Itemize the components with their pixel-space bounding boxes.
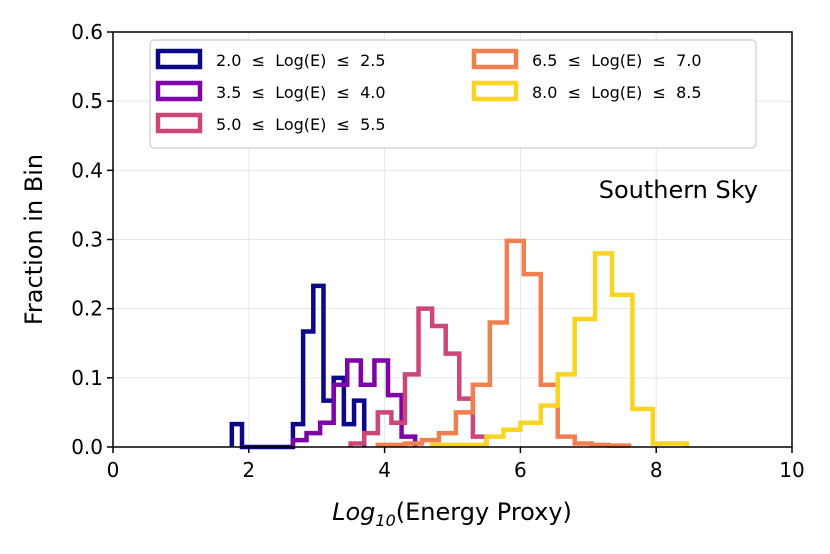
series-group (229, 238, 690, 450)
y-tick-label: 0.5 (71, 89, 103, 113)
legend-label-3: 5.0 ≤ Log(E) ≤ 5.5 (216, 115, 386, 134)
legend-swatch-4 (471, 48, 519, 70)
legend-label-5: 8.0 ≤ Log(E) ≤ 8.5 (532, 83, 702, 102)
x-tick-label: 2 (242, 458, 255, 482)
x-axis-label-rest: (Energy Proxy) (396, 498, 572, 526)
legend: 2.0 ≤ Log(E) ≤ 2.5 3.5 ≤ Log(E) ≤ 4.0 5.0 … (149, 39, 757, 149)
legend-label-4: 6.5 ≤ Log(E) ≤ 7.0 (532, 51, 702, 70)
tick-marks (107, 31, 793, 453)
y-axis-label: Fraction in Bin (20, 154, 48, 325)
x-axis-label-log: Log (332, 498, 375, 526)
series-4-step-line (375, 238, 632, 448)
x-axis-label-subscript: 10 (375, 511, 395, 530)
legend-label-1: 2.0 ≤ Log(E) ≤ 2.5 (216, 51, 386, 70)
x-tick-label: 8 (650, 458, 663, 482)
x-tick-label: 4 (378, 458, 391, 482)
legend-swatch-5 (471, 80, 519, 102)
x-tick-label: 6 (514, 458, 527, 482)
y-tick-label: 0.3 (71, 228, 103, 252)
x-tick-labels: 0 2 4 6 8 10 (107, 458, 805, 482)
y-tick-label: 0.6 (71, 20, 103, 44)
y-tick-labels: 0.0 0.1 0.2 0.3 0.4 0.5 0.6 (71, 20, 103, 459)
series-1-step-line (229, 283, 367, 450)
y-tick-label: 0.1 (71, 366, 103, 390)
y-tick-label: 0.0 (71, 435, 103, 459)
legend-swatch-2 (155, 80, 203, 102)
x-tick-label: 10 (779, 458, 804, 482)
y-tick-label: 0.2 (71, 297, 103, 321)
legend-swatch-3 (155, 112, 203, 134)
legend-frame (149, 39, 757, 149)
legend-swatch-1 (155, 48, 203, 70)
y-tick-label: 0.4 (71, 158, 103, 182)
x-axis-label: Log10(Energy Proxy) (332, 498, 572, 530)
series-3-step-line (348, 306, 489, 447)
x-tick-label: 0 (107, 458, 120, 482)
series-2-step-line (290, 358, 418, 447)
series-5-step-line (429, 251, 690, 448)
southern-sky-annotation: Southern Sky (599, 176, 758, 204)
legend-label-2: 3.5 ≤ Log(E) ≤ 4.0 (216, 83, 386, 102)
